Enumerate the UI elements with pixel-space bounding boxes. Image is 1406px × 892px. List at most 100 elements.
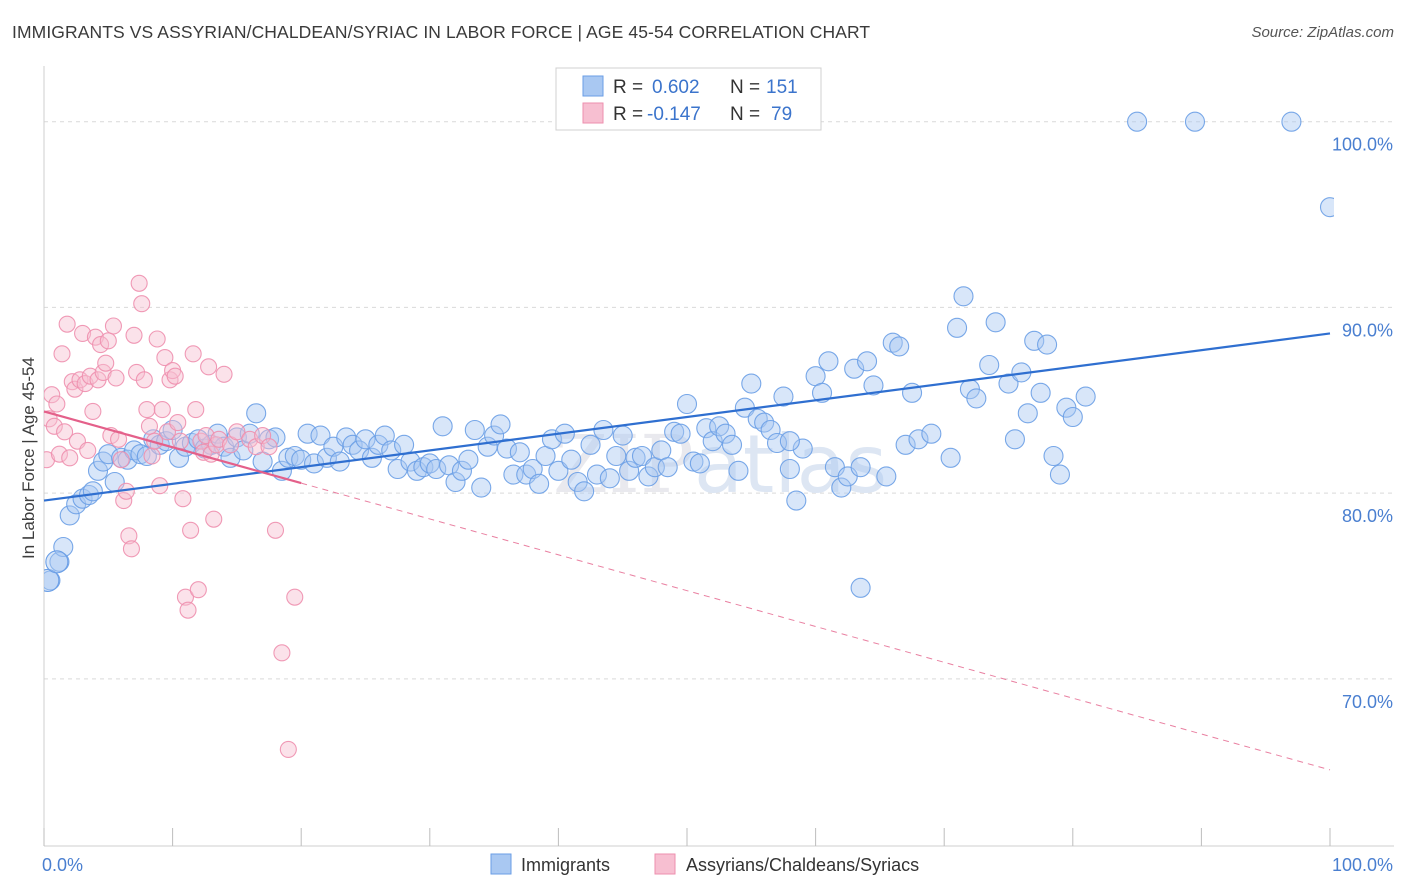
- immigrants-point: [631, 445, 653, 467]
- assyrians-point: [266, 521, 285, 539]
- assyrians-point: [260, 438, 278, 456]
- legend-n-value-immigrants: 151: [766, 77, 798, 98]
- immigrants-point: [561, 449, 582, 470]
- immigrants-point: [284, 445, 305, 467]
- immigrants-point: [246, 403, 267, 424]
- y-axis-label: In Labor Force | Age 45-54: [19, 357, 38, 559]
- immigrants-point: [451, 460, 473, 481]
- immigrants-point: [1024, 330, 1045, 351]
- chart-title: IMMIGRANTS VS ASSYRIAN/CHALDEAN/SYRIAC I…: [12, 22, 871, 42]
- assyrians-point: [44, 386, 61, 404]
- immigrants-point: [657, 457, 678, 478]
- y-tick-label-100: 100.0%: [1332, 135, 1393, 155]
- immigrants-point: [374, 425, 395, 446]
- assyrians-point: [200, 358, 218, 376]
- immigrants-point: [355, 429, 376, 450]
- legend-r-value-assyrians: -0.147: [647, 104, 701, 125]
- immigrants-point: [574, 481, 595, 502]
- assyrians-point: [107, 369, 125, 387]
- assyrians-point: [215, 365, 233, 383]
- assyrians-point: [143, 447, 161, 465]
- immigrants-point: [59, 505, 80, 526]
- legend-n-value-assyrians: 79: [771, 104, 792, 125]
- trend-line-assyrians: [43, 410, 302, 485]
- immigrants-point: [413, 457, 434, 478]
- bottom-legend-swatch-assyrians: [654, 853, 676, 875]
- immigrants-point: [265, 427, 286, 448]
- immigrants-point: [979, 354, 1000, 376]
- assyrians-point: [166, 367, 184, 385]
- immigrants-point: [580, 434, 601, 455]
- immigrants-point: [593, 419, 614, 441]
- immigrants-point: [522, 458, 543, 480]
- immigrants-point: [1030, 382, 1051, 403]
- immigrants-point: [291, 449, 312, 470]
- assyrians-point: [104, 317, 122, 335]
- assyrians-point: [140, 417, 159, 435]
- immigrants-point: [599, 468, 620, 489]
- assyrians-point: [84, 402, 102, 420]
- immigrants-point: [850, 457, 871, 478]
- immigrants-point: [741, 373, 762, 394]
- immigrants-point: [496, 438, 518, 459]
- assyrians-point: [184, 345, 202, 363]
- assyrians-point: [156, 349, 174, 367]
- immigrants-point: [53, 536, 74, 558]
- legend-swatch-assyrians: [582, 102, 604, 124]
- immigrants-point: [612, 425, 633, 446]
- immigrants-point: [773, 386, 794, 407]
- assyrians-point: [56, 423, 74, 441]
- immigrants-point: [123, 440, 145, 461]
- immigrants-point: [1049, 464, 1070, 485]
- immigrants-point: [87, 460, 109, 481]
- immigrants-point: [876, 466, 897, 487]
- x-tick-label-max: 100.0%: [1332, 855, 1393, 875]
- y-tick-label-80: 80.0%: [1342, 506, 1393, 526]
- immigrants-point: [747, 408, 768, 429]
- immigrants-point: [856, 351, 878, 372]
- immigrants-point: [676, 393, 698, 415]
- assyrians-point: [279, 740, 297, 758]
- immigrants-point: [464, 419, 485, 441]
- immigrants-point: [297, 423, 318, 444]
- legend-r-value-immigrants: 0.602: [652, 77, 700, 98]
- immigrants-point: [548, 460, 569, 481]
- immigrants-point: [811, 382, 833, 403]
- immigrants-point: [1281, 111, 1302, 132]
- immigrants-point: [947, 317, 968, 338]
- assyrians-point: [148, 330, 166, 348]
- immigrants-point: [908, 429, 929, 450]
- immigrants-point: [49, 551, 70, 572]
- immigrants-point: [689, 453, 710, 474]
- assyrians-point: [130, 274, 148, 292]
- assyrians-point: [48, 395, 66, 413]
- immigrants-point: [818, 351, 839, 372]
- immigrants-point: [509, 442, 530, 463]
- immigrants-point: [535, 445, 556, 467]
- immigrants-point: [940, 447, 961, 468]
- assyrians-point: [97, 354, 115, 372]
- immigrants-point: [207, 423, 228, 444]
- immigrants-point: [921, 423, 942, 444]
- immigrants-point: [1037, 334, 1058, 355]
- immigrants-point: [786, 490, 807, 511]
- legend-n-label-immigrants: N =: [730, 77, 760, 98]
- bottom-legend: Immigrants Assyrians/Chaldeans/Syriacs: [490, 853, 919, 875]
- legend-r-label-assyrians: R =: [613, 104, 643, 125]
- immigrants-point: [863, 375, 884, 396]
- immigrants-point: [966, 388, 987, 409]
- immigrants-point: [792, 438, 813, 459]
- y-tick-label-70: 70.0%: [1342, 692, 1393, 712]
- assyrians-point: [74, 324, 92, 342]
- bottom-legend-immigrants: Immigrants: [521, 855, 610, 875]
- assyrians-point: [120, 527, 138, 545]
- immigrants-point: [82, 481, 103, 502]
- assyrians-point: [189, 581, 207, 599]
- immigrants-point: [721, 434, 743, 455]
- immigrants-point: [805, 366, 826, 387]
- immigrants-point: [1184, 111, 1206, 132]
- immigrants-point: [651, 440, 672, 461]
- assyrians-point: [61, 449, 79, 467]
- assyrians-point: [125, 326, 143, 344]
- immigrants-point: [1043, 445, 1064, 467]
